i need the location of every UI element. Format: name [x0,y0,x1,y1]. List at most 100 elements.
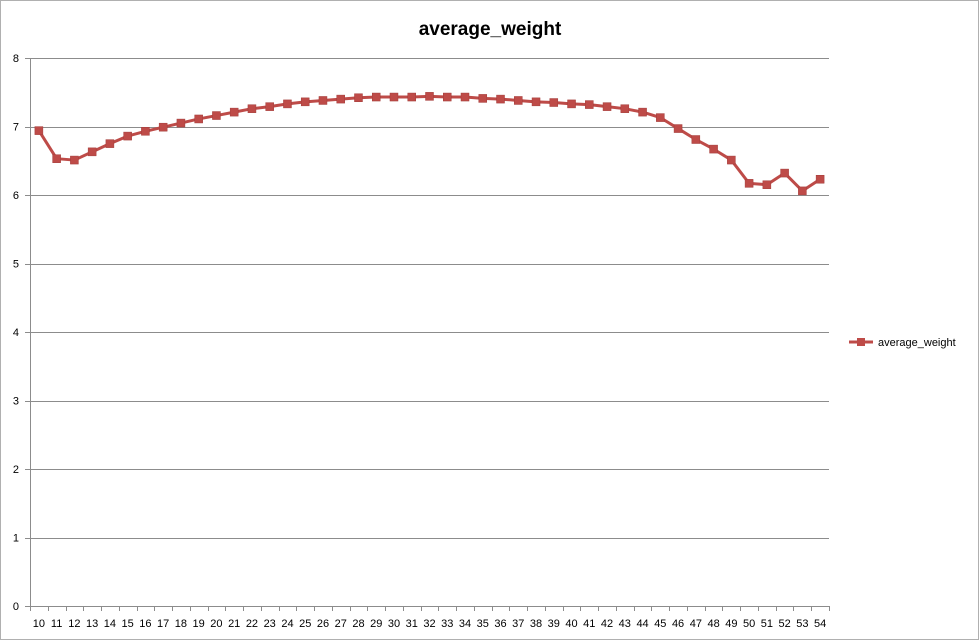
gridlines [25,58,829,607]
data-point-42 [780,168,789,178]
data-point-9 [194,114,203,124]
x-tick-label-35: 45 [654,618,666,630]
x-tick-label-41: 51 [761,618,773,630]
data-point-29 [549,98,559,107]
x-tick-label-0: 10 [33,618,45,630]
data-point-43 [798,186,807,196]
data-point-17 [336,94,345,104]
x-tick-label-34: 44 [636,618,648,630]
data-point-25 [478,94,488,103]
x-tick-label-37: 47 [690,618,702,630]
x-tick-label-1: 11 [51,618,62,630]
data-point-18 [354,93,363,102]
x-tick-label-18: 28 [352,618,364,630]
x-tick-label-27: 37 [512,618,524,630]
y-tick-label-3: 3 [13,396,19,408]
x-tick-label-22: 32 [423,618,435,630]
data-point-28 [531,97,541,107]
x-tick-label-25: 35 [477,618,489,630]
data-point-23 [443,92,452,102]
data-point-38 [709,144,718,154]
data-point-22 [425,92,434,101]
x-tick-label-44: 54 [814,618,826,630]
data-point-16 [318,96,328,105]
data-point-1 [52,154,61,163]
data-point-5 [123,131,132,141]
x-tick-label-28: 38 [530,618,542,630]
y-tick-label-4: 4 [13,327,19,339]
x-tick-label-14: 24 [281,618,293,630]
data-point-12 [247,104,257,113]
data-point-30 [567,99,576,109]
data-point-33 [620,104,630,113]
series-line-0 [37,94,821,193]
legend: average_weight [849,337,956,349]
x-tick-label-23: 33 [441,618,453,630]
y-tick-label-5: 5 [13,259,19,271]
axes [30,58,829,607]
x-tick-label-5: 15 [122,618,134,630]
data-point-4 [105,139,115,148]
data-point-8 [176,118,186,128]
y-axis-ticks: 0 1 2 3 4 5 6 7 8 [13,53,19,613]
data-point-10 [212,111,221,120]
x-tick-label-8: 18 [175,618,187,630]
x-tick-label-26: 36 [494,618,506,630]
x-tick-label-7: 17 [157,618,169,630]
y-tick-label-0: 0 [13,601,19,613]
data-point-7 [158,122,168,132]
x-tick-label-2: 12 [68,618,80,630]
data-point-19 [371,92,381,102]
x-tick-label-6: 16 [139,618,151,630]
x-tick-label-19: 29 [370,618,382,630]
x-tick-label-24: 34 [459,618,471,630]
data-point-37 [691,135,701,144]
data-point-0 [34,126,44,135]
x-axis-ticks: 10 11 12 13 14 15 16 17 18 19 20 21 22 23 24 25 26 27 28 29… [30,606,830,630]
data-point-14 [283,99,292,109]
data-point-6 [141,127,150,136]
x-tick-label-31: 41 [583,618,595,630]
y-tick-label-2: 2 [13,464,19,476]
x-tick-label-12: 22 [246,618,258,630]
data-point-32 [602,102,612,111]
x-tick-label-17: 27 [335,618,347,630]
x-tick-label-40: 50 [743,618,755,630]
data-point-20 [389,92,399,102]
x-tick-label-39: 49 [725,618,737,630]
data-point-13 [265,102,274,111]
data-point-24 [460,92,470,102]
data-point-3 [87,147,97,157]
x-tick-label-4: 14 [104,618,116,630]
y-tick-label-8: 8 [13,53,19,65]
y-tick-label-1: 1 [13,533,19,545]
data-point-21 [407,92,416,102]
x-tick-label-3: 13 [86,618,98,630]
x-tick-label-11: 21 [228,618,240,630]
x-tick-label-9: 19 [193,618,205,630]
x-tick-label-29: 39 [548,618,560,630]
data-point-34 [638,107,647,117]
data-point-27 [514,96,523,105]
data-point-39 [727,155,736,165]
data-point-36 [673,124,683,133]
x-tick-label-33: 43 [619,618,631,630]
x-tick-label-32: 42 [601,618,613,630]
data-point-26 [496,94,505,104]
x-tick-label-36: 46 [672,618,684,630]
legend-label: average_weight [878,337,956,349]
x-tick-label-21: 31 [406,618,418,630]
x-tick-label-38: 48 [707,618,719,630]
x-tick-label-10: 20 [210,618,222,630]
data-point-11 [229,107,239,117]
data-point-40 [744,179,754,188]
x-tick-label-15: 25 [299,618,311,630]
x-tick-label-42: 52 [778,618,790,630]
data-point-2 [70,155,79,165]
legend-square-marker [857,338,865,346]
series-layer [34,92,825,196]
data-point-31 [585,100,594,109]
x-tick-label-13: 23 [264,618,276,630]
